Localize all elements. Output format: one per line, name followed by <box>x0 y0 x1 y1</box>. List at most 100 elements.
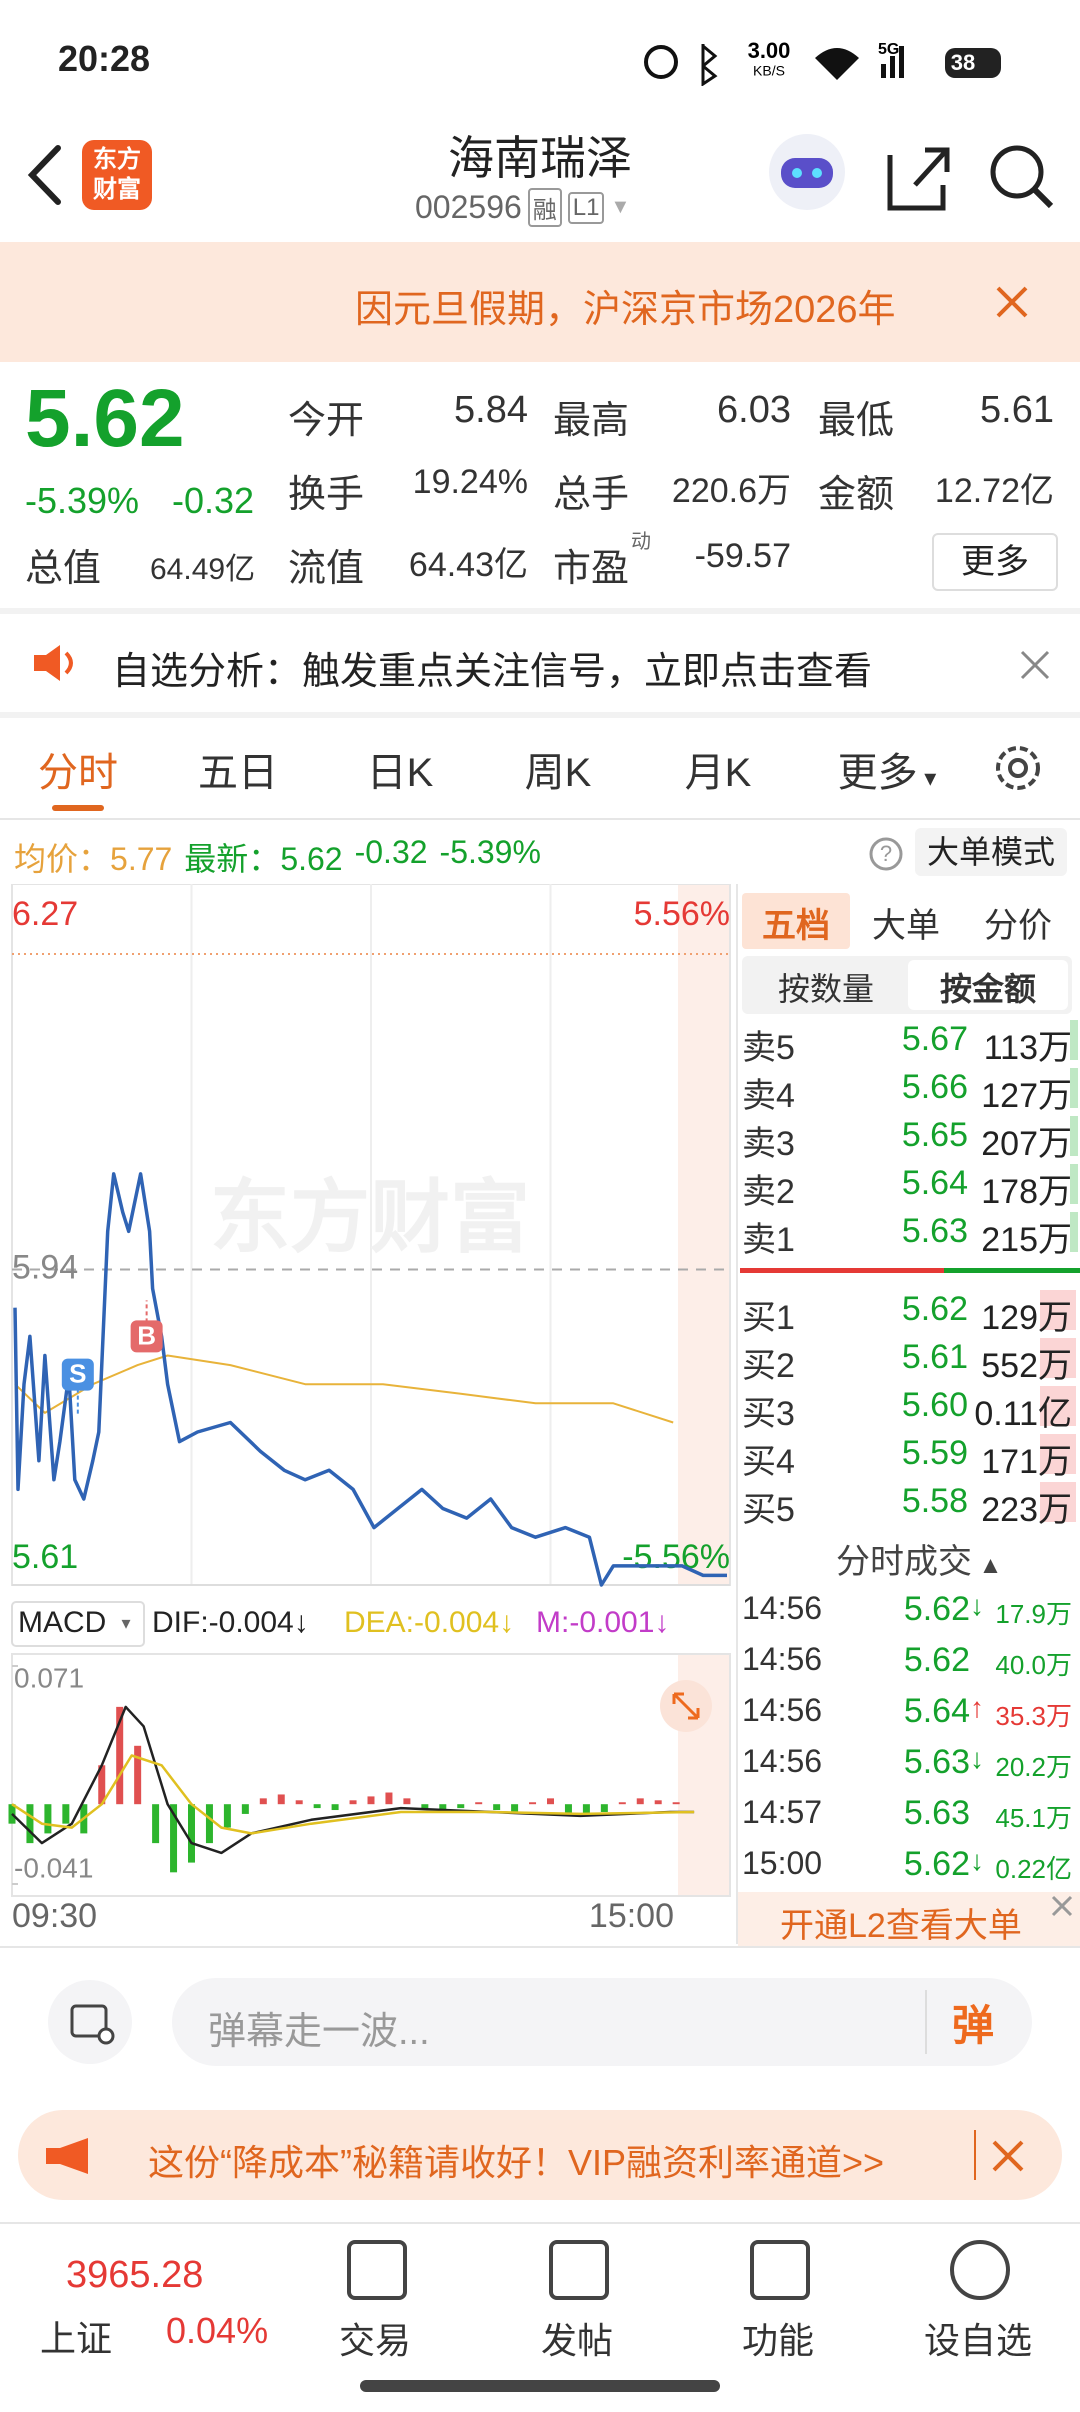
stat-label: 最高 <box>553 400 630 442</box>
net-speed-unit: KB/S <box>753 63 785 79</box>
book-mode[interactable]: 按金额 <box>939 971 1036 1007</box>
avg-price: 5.77 <box>110 841 173 877</box>
chart-tab[interactable]: 五日 <box>198 751 278 795</box>
l2-banner[interactable] <box>738 1892 1080 1948</box>
book-row-bar <box>1040 1290 1076 1330</box>
book-tab[interactable]: 五档 <box>762 907 830 945</box>
book-mode[interactable]: 按数量 <box>777 971 874 1007</box>
series-line <box>11 1754 695 1835</box>
notice-banner[interactable] <box>0 242 1080 362</box>
signal-icon <box>890 56 895 78</box>
trade-time: 14:56 <box>742 1590 823 1626</box>
book-price: 5.63 <box>901 1212 968 1250</box>
nav-icon[interactable] <box>950 2240 1010 2300</box>
trade-direction: ↓ <box>970 1845 984 1876</box>
close-icon[interactable] <box>992 282 1032 322</box>
stat-label: 金额 <box>818 474 895 516</box>
histogram-bar <box>188 1804 195 1863</box>
trade-time: 14:57 <box>742 1794 823 1830</box>
index-value[interactable]: 3965.28 <box>66 2254 204 2296</box>
book-row-bar <box>1040 1338 1076 1378</box>
dropdown-icon[interactable]: ▼ <box>610 196 631 218</box>
avg-label: 均价： <box>14 841 111 877</box>
stat-value: 19.24% <box>412 463 528 501</box>
after-hours-strip <box>678 884 730 1585</box>
y-tick-label: 5.94 <box>12 1248 78 1286</box>
nav-label[interactable]: 设自选 <box>923 2320 1032 2361</box>
trade-price: 5.63 <box>903 1794 970 1832</box>
histogram-bar <box>547 1798 554 1805</box>
chart-tab[interactable]: 周K <box>524 751 592 795</box>
badge: 融 <box>527 188 562 227</box>
trade-price: 5.62 <box>903 1845 970 1883</box>
header-icons <box>769 134 1054 211</box>
last-price: 5.62 <box>25 373 185 464</box>
x-tick-label: 15:00 <box>589 1897 674 1935</box>
separator <box>0 2222 1080 2224</box>
chart-tab[interactable]: 月K <box>684 751 752 795</box>
histogram-bar <box>62 1804 70 1824</box>
divider <box>736 884 738 1944</box>
close-icon[interactable] <box>990 2138 1026 2174</box>
nav-label[interactable]: 功能 <box>741 2320 814 2361</box>
nav-label[interactable]: 发帖 <box>540 2320 613 2361</box>
trades-title-text: 分时成交 <box>836 1543 972 1581</box>
book-label: 买3 <box>742 1395 795 1433</box>
trade-volume: 20.2万 <box>995 1752 1072 1782</box>
help-icon[interactable]: ? <box>868 836 904 872</box>
expand-icon <box>672 1692 700 1720</box>
chart-tab[interactable]: 分时 <box>38 751 118 795</box>
book-volume: 171万 <box>981 1443 1072 1481</box>
nav-icon[interactable] <box>347 2240 407 2300</box>
chart-tab[interactable]: 日K <box>366 751 434 795</box>
book-volume: 223万 <box>981 1491 1072 1529</box>
book-tab-bg <box>742 893 850 949</box>
chart-tab[interactable]: 更多 ▾ <box>837 751 937 795</box>
search-icon[interactable] <box>990 145 1044 199</box>
histogram-bar <box>403 1798 411 1805</box>
book-label: 买4 <box>742 1443 795 1481</box>
histogram-bar <box>98 1765 106 1805</box>
histogram-bar <box>529 1802 537 1805</box>
total-value: 64.49亿 <box>150 553 256 586</box>
stat-label-sup: 动 <box>631 531 651 553</box>
analysis-text[interactable]: 自选分析：触发重点关注信号，立即点击查看 <box>112 651 873 693</box>
more-button[interactable]: 更多 <box>932 533 1058 591</box>
nav-icon[interactable] <box>549 2240 609 2300</box>
histogram-bar <box>582 1804 590 1816</box>
book-row-bar <box>1070 1164 1078 1204</box>
marker-label: S <box>69 1359 86 1389</box>
nav-icon[interactable] <box>750 2240 810 2300</box>
histogram-bar <box>170 1804 178 1873</box>
danmaku-settings-icon[interactable] <box>46 1978 134 2066</box>
send-danmaku-button[interactable]: 弹 <box>952 2002 995 2049</box>
histogram-bar <box>672 1802 680 1805</box>
histogram-bar <box>564 1804 572 1814</box>
book-tab[interactable]: 大单 <box>872 907 940 945</box>
histogram-bar <box>26 1804 34 1844</box>
book-price: 5.61 <box>901 1338 968 1376</box>
settings-icon[interactable] <box>990 740 1046 796</box>
share-icon[interactable] <box>887 147 950 211</box>
big-order-mode-button[interactable]: 大单模式 <box>915 828 1067 876</box>
trade-time: 14:56 <box>742 1692 823 1728</box>
change: -0.32 <box>354 834 428 870</box>
promo-text: 这份“降成本”秘籍请收好！VIP融资利率通道>> <box>148 2142 885 2183</box>
app-logo[interactable]: 东方 财富 <box>82 140 152 210</box>
histogram-bar <box>636 1798 644 1805</box>
nav-label[interactable]: 交易 <box>338 2320 411 2361</box>
back-button[interactable] <box>20 140 70 210</box>
stat-label: 总手 <box>553 474 630 516</box>
book-row-bar <box>1040 1482 1076 1522</box>
close-icon[interactable] <box>1048 1892 1076 1920</box>
close-icon[interactable] <box>1018 648 1052 682</box>
signal-icon <box>899 46 904 78</box>
separator <box>0 712 1080 718</box>
book-tab[interactable]: 分价 <box>984 907 1052 945</box>
promo-banner[interactable] <box>18 2110 1062 2200</box>
histogram-bar <box>277 1794 285 1805</box>
book-row-bar <box>1040 1434 1076 1474</box>
marker-badge <box>61 1358 94 1391</box>
comment-input[interactable] <box>172 1978 1032 2066</box>
